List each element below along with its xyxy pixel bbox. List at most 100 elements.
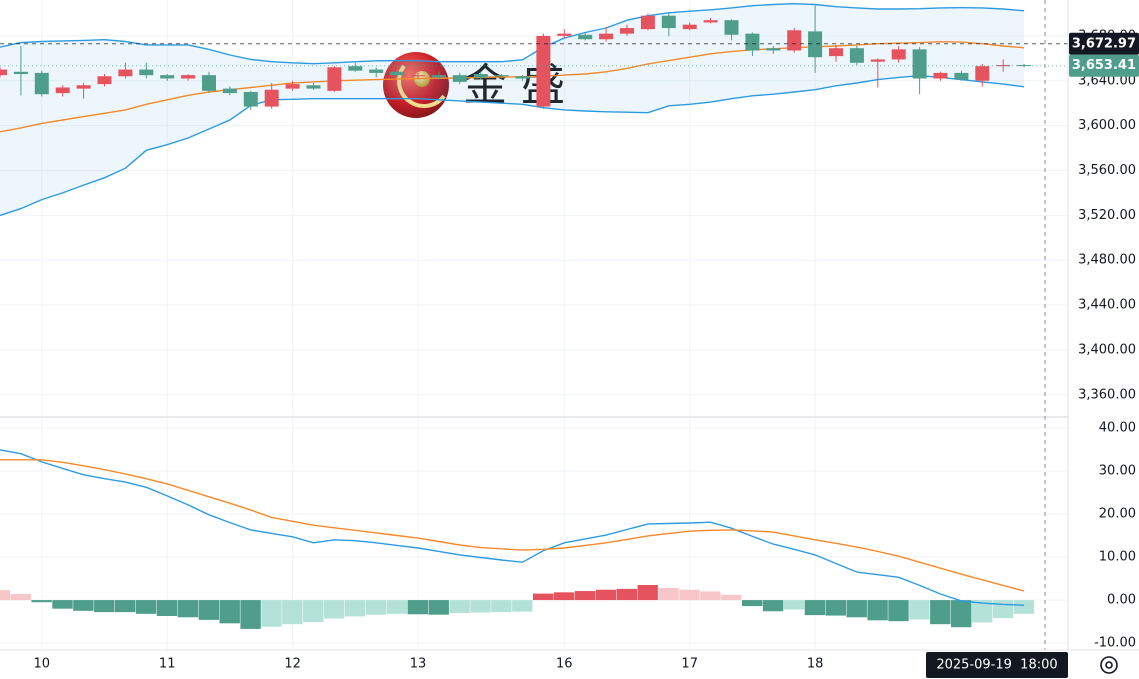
logo-ring [397,64,446,108]
crosshair-label: 2025-09-19 18:00 [936,658,1057,673]
candle-body [139,69,154,76]
histogram-bar [888,600,909,622]
x-tick-label: 13 [410,657,427,672]
y-tick-label: 0.00 [1107,593,1136,608]
candle-body [954,72,969,80]
candle-body [599,33,614,40]
y-tick-label: 3,600.00 [1078,118,1136,133]
candle-body [515,76,530,79]
y-tick-label: 30.00 [1099,463,1136,478]
histogram-bar [1013,600,1035,614]
price-label: 3,653.41 [1072,58,1136,73]
y-tick-label: 3,640.00 [1078,73,1136,88]
candle-body [181,75,196,79]
histogram-bar [261,600,282,627]
candle-body [369,69,384,73]
candle-body [557,33,572,36]
candle-body [996,65,1011,67]
candle-body [222,88,237,94]
histogram-bar [135,600,157,614]
settings-icon-center[interactable] [1105,661,1113,669]
candle-body [620,28,634,34]
histogram-bar [10,594,31,601]
y-tick-label: 3,400.00 [1078,342,1136,357]
histogram-bar [240,600,261,629]
histogram-bar [930,600,951,625]
candle-body [160,75,175,79]
candle-body [431,75,446,78]
candle-body [891,49,906,60]
candle-body [766,48,781,51]
candle-body [912,49,927,79]
logo-sphere [383,52,449,118]
histogram-bar [971,600,993,623]
x-tick-label: 10 [34,657,51,672]
histogram-bar [595,589,617,601]
histogram-bar [679,589,700,601]
histogram-bar [407,600,428,615]
histogram-bar [386,600,408,614]
settings-button[interactable] [1100,656,1118,674]
candle-body [745,33,760,51]
candle-body [327,67,342,91]
candle-body [0,69,7,76]
histogram-bar [324,600,345,619]
crosshair-label-box [926,652,1068,678]
plot-area [0,2,1068,629]
histogram-bar [344,600,366,617]
histogram-bar [52,600,73,609]
candle-body [870,59,885,62]
y-tick-label: 3,360.00 [1078,387,1136,402]
histogram-bar [365,600,387,615]
histogram-bar [512,600,533,612]
histogram-bar [428,600,449,615]
y-tick-label: 3,440.00 [1078,298,1136,313]
candle-body [390,71,405,76]
histogram-bar [783,600,805,610]
indicator-line [0,74,1025,217]
histogram-bar [992,600,1014,619]
histogram-bar [94,600,115,613]
settings-icon[interactable] [1100,656,1118,674]
candle-body [348,66,363,71]
histogram-bar [449,600,470,613]
candle-body [849,48,864,63]
histogram-bar [73,600,94,611]
candle-body [703,20,718,23]
candle-body [724,20,739,35]
candle-body [202,75,216,91]
candle-body [13,71,28,75]
y-tick-label: 20.00 [1099,506,1136,521]
histogram-bar [742,600,763,607]
histogram-bar [700,591,721,601]
histogram-bar [825,600,846,616]
histogram-bar [909,600,930,620]
histogram-bar [804,600,826,616]
price-label: 3,672.97 [1072,36,1136,51]
candle-body [933,72,948,79]
candle-body [34,72,49,95]
candle-body [787,30,802,51]
indicator-line [0,2,1025,65]
histogram-bar [31,600,52,603]
macd-line [0,449,1025,606]
candle-body [76,85,91,89]
histogram-bar [282,600,303,625]
candle-body [640,15,655,30]
histogram-bar [867,600,888,621]
y-tick-label: 3,480.00 [1078,253,1136,268]
histogram-bar [637,585,658,601]
histogram-bar [533,593,554,601]
y-tick-label: 3,560.00 [1078,163,1136,178]
histogram-bar [156,600,178,616]
histogram-bar [762,600,784,612]
candle-body [285,84,300,89]
candle-body [661,15,676,29]
macd-line [0,459,1025,592]
y-tick-label: 40.00 [1099,420,1136,435]
candle-body [411,75,425,77]
x-tick-label: 12 [284,657,301,672]
